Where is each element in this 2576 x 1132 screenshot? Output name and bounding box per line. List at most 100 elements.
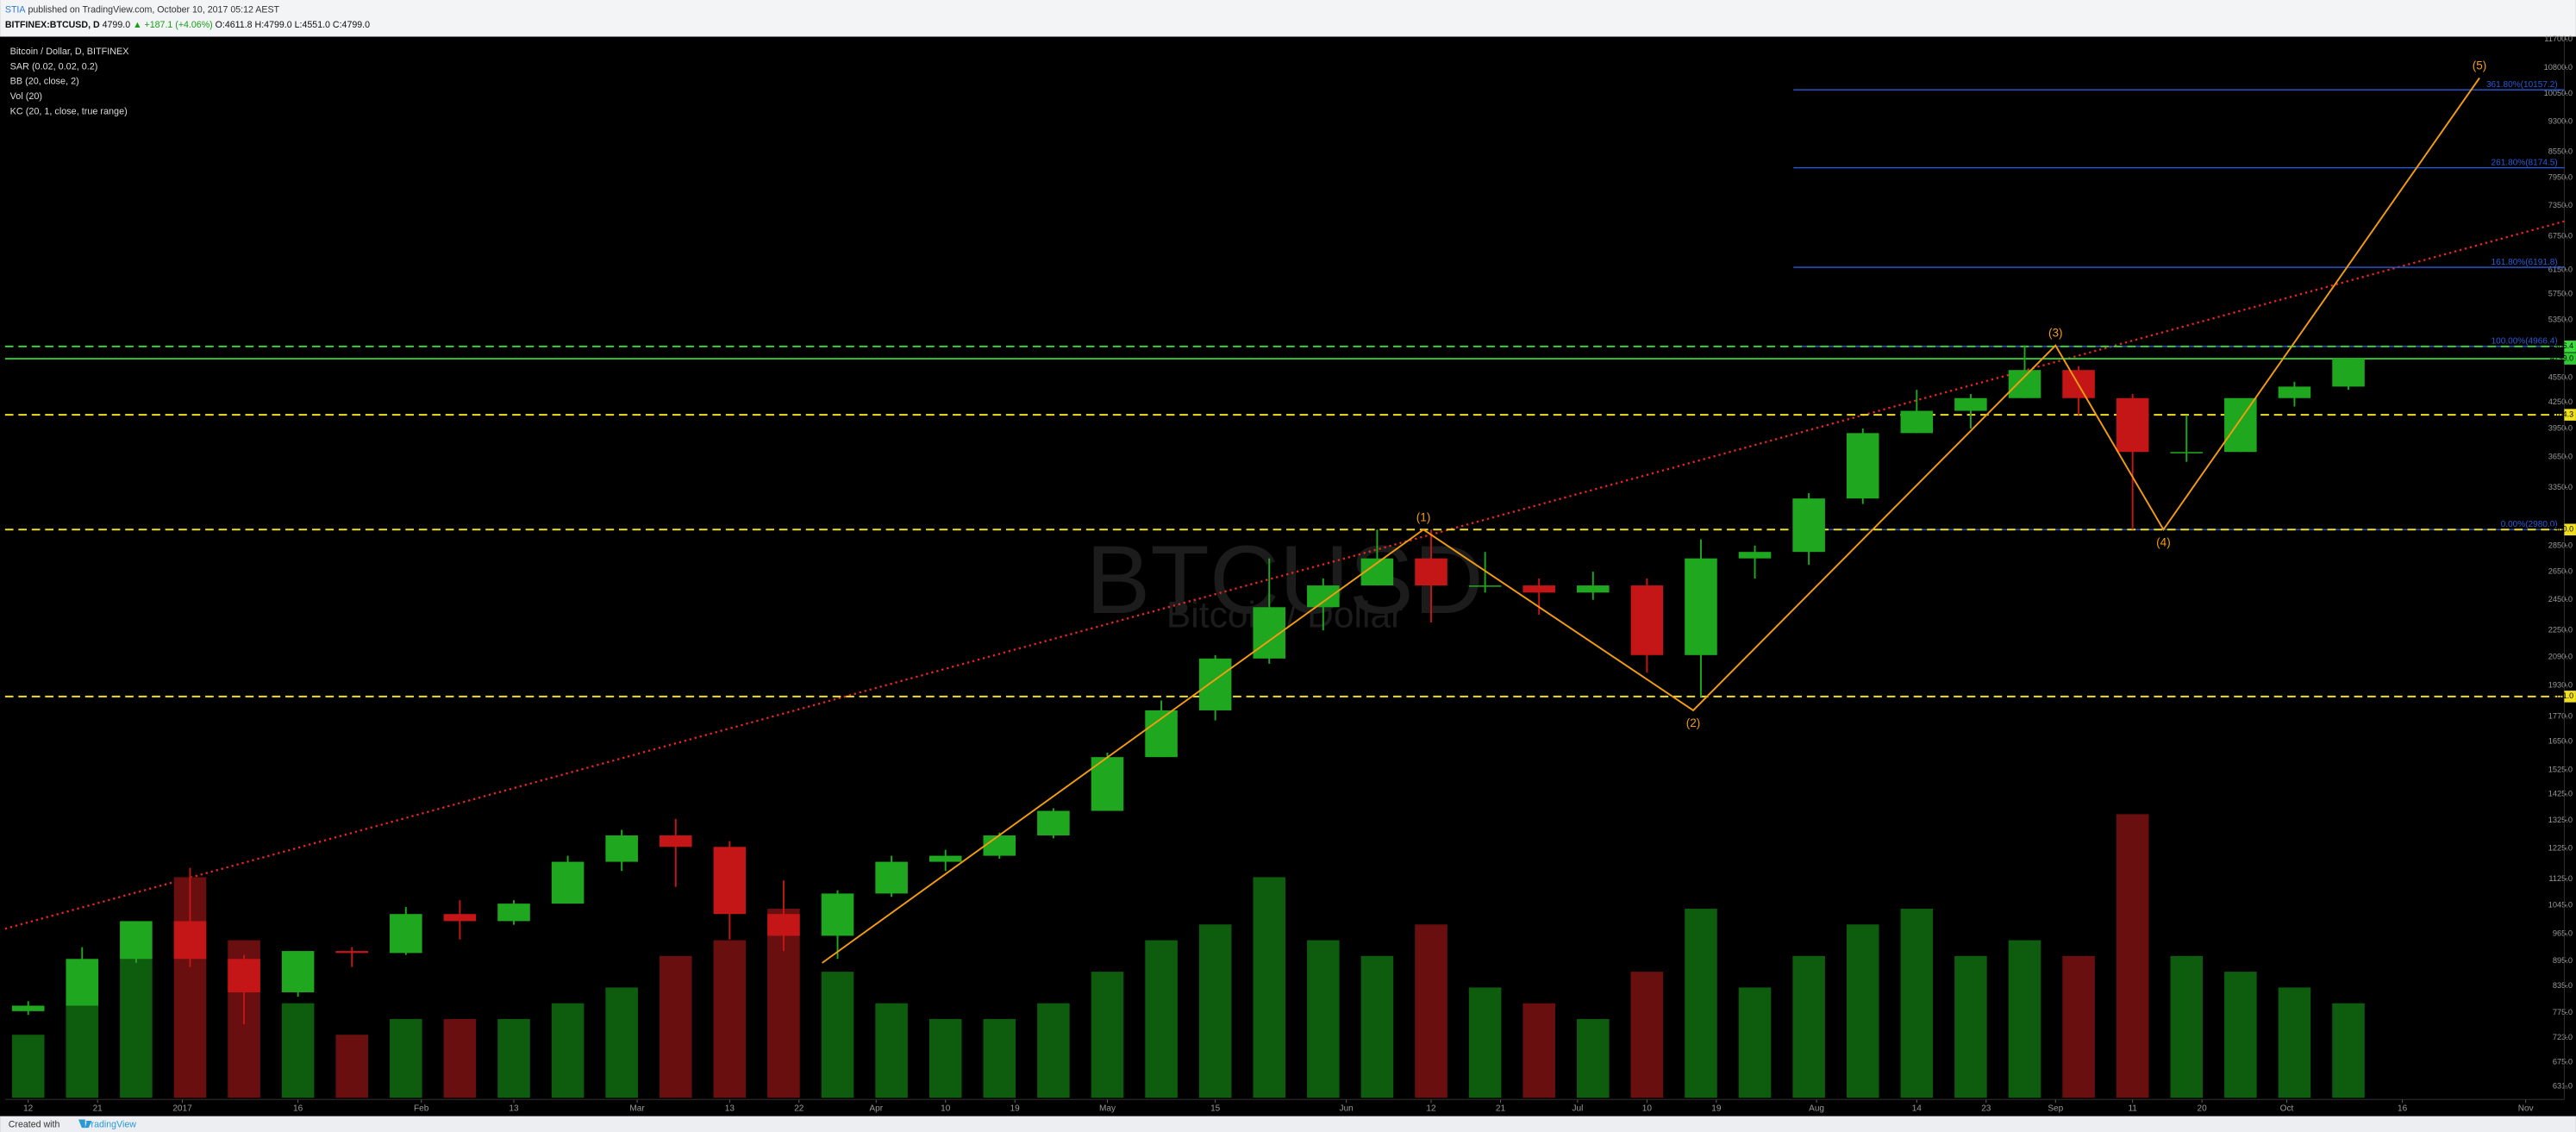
x-tick-label: 2017 [172,1104,192,1114]
price-label-box [2564,523,2576,536]
y-tick-label: 675.0 [2553,1057,2573,1066]
fib-label: 161.80%(6191.8) [2492,258,2558,267]
volume-bar [120,955,153,1098]
legend-item: Bitcoin / Dollar, D, BITFINEX [10,47,129,57]
volume-bar [1091,972,1124,1098]
x-tick-label: 10 [941,1104,951,1114]
candle-body [659,835,692,847]
candle-body [551,861,585,904]
x-tick-label: 19 [1010,1104,1021,1114]
x-tick-label: 13 [725,1104,735,1114]
last-price: 4799.0 [103,20,131,30]
candle-body [1792,498,1825,553]
change: ▲ +187.1 (+4.06%) [133,20,213,30]
wave-label: (4) [2156,535,2171,548]
y-tick-label: 3950.0 [2548,424,2573,433]
x-tick-label: 10 [1642,1104,1653,1114]
y-tick-label: 2650.0 [2548,567,2573,576]
candle-body [1307,585,1340,608]
y-tick-label: 6750.0 [2548,232,2573,241]
volume-bar [11,1035,45,1098]
price-label-box [2564,341,2576,353]
y-tick-label: 10050.0 [2544,89,2573,97]
volume-bar [443,1018,477,1098]
footer-text: Created with TradingView [9,1119,136,1129]
y-tick-label: 4250.0 [2548,397,2573,406]
volume-bar [66,1003,99,1098]
volume-bar [1037,1003,1070,1098]
candle-body [928,855,962,862]
x-tick-label: 12 [23,1104,34,1114]
y-tick-label: 8550.0 [2548,147,2573,155]
y-tick-label: 10800.0 [2544,63,2573,72]
candle-body [2224,397,2257,453]
y-tick-label: 1930.0 [2548,680,2573,689]
candle-body [1415,558,1447,586]
publisher[interactable]: STIA [5,4,27,15]
y-tick-label: 965.0 [2553,929,2573,938]
candle-body [11,1005,45,1011]
ohlc-low: L:4551.0 [295,20,330,30]
y-tick-label: 775.0 [2553,1008,2573,1016]
y-tick-label: 1325.0 [2548,816,2573,824]
volume-bar [1954,955,1987,1098]
volume-bar [551,1003,585,1098]
volume-bar [1846,924,1879,1098]
candle-body [120,921,153,960]
price-label-box [2564,409,2576,421]
volume-bar [875,1003,908,1098]
candle-body [2008,370,2041,398]
y-tick-label: 723.0 [2553,1033,2573,1041]
x-tick-label: Apr [869,1104,883,1114]
y-tick-label: 6150.0 [2548,265,2573,273]
legend-item: Vol (20) [10,91,42,102]
wave-label: (2) [1686,716,1701,729]
x-tick-label: Jun [1340,1104,1354,1114]
volume-bar [1415,924,1447,1098]
candle-body [1522,585,1555,593]
volume-bar [2278,987,2311,1098]
candle-body [390,914,422,954]
price-label-box [2564,691,2576,703]
x-tick-label: Sep [2048,1104,2063,1114]
price-label-box [2564,353,2576,365]
brand[interactable]: TradingView [85,1119,136,1129]
x-tick-label: 13 [509,1104,519,1114]
volume-bar [821,972,854,1098]
fib-label: 261.80%(8174.5) [2492,158,2558,167]
y-tick-label: 2450.0 [2548,595,2573,604]
candle-body [875,861,908,894]
candle-body [1198,658,1232,710]
y-tick-label: 7350.0 [2548,201,2573,210]
y-tick-label: 2090.0 [2548,652,2573,660]
candle-body [228,959,260,992]
price-label: 1871.0 [2550,691,2573,700]
wave-label: (1) [1416,510,1431,523]
created-with: Created with [9,1119,60,1129]
candle-body [443,914,477,922]
ohlc-close: C:4799.0 [333,20,370,30]
published: published on TradingView.com, October 10… [28,4,279,15]
x-tick-label: 21 [93,1104,103,1114]
candle-body [1846,433,1879,499]
candle-body [983,835,1016,856]
x-tick-label: 22 [794,1104,804,1114]
volume-bar [1738,987,1772,1098]
header-bar [0,0,2576,37]
price-label: 2980.0 [2550,525,2573,534]
legend-item: BB (20, close, 2) [10,77,79,87]
y-tick-label: 1650.0 [2548,737,2573,746]
wave-line [822,77,2480,964]
candle-body [1738,552,1772,559]
ohlc-high: H:4799.0 [255,20,292,30]
x-tick-label: Nov [2518,1104,2534,1114]
volume-bar [1198,924,1232,1098]
x-tick-label: Oct [2280,1104,2294,1114]
x-tick-label: 21 [1496,1104,1506,1114]
x-tick-label: 14 [1912,1104,1923,1114]
x-tick-label: May [1099,1104,1116,1114]
volume-bar [1630,972,1664,1098]
x-tick-label: 23 [1981,1104,1991,1114]
symbol: BITFINEX:BTCUSD, D [5,20,100,30]
x-tick-label: Mar [629,1104,645,1114]
